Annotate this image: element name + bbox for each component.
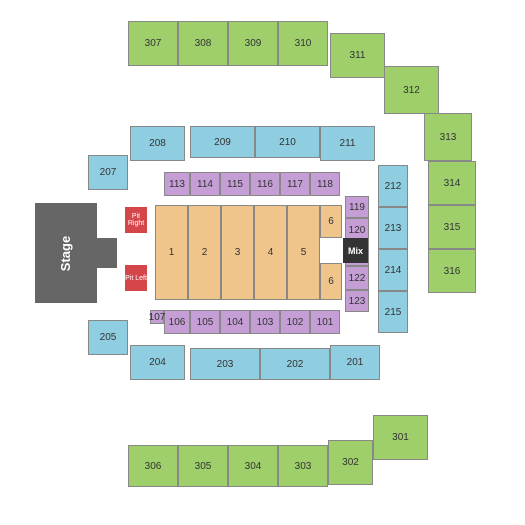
mix-booth: Mix bbox=[343, 238, 368, 263]
section-311[interactable]: 311 bbox=[330, 33, 385, 78]
section-307[interactable]: 307 bbox=[128, 21, 178, 66]
section-204[interactable]: 204 bbox=[130, 345, 185, 380]
section-114[interactable]: 114 bbox=[190, 172, 220, 196]
section-106[interactable]: 106 bbox=[164, 310, 190, 334]
section-116[interactable]: 116 bbox=[250, 172, 280, 196]
section-201[interactable]: 201 bbox=[330, 345, 380, 380]
floor-6[interactable]: 6 bbox=[320, 205, 342, 238]
section-211[interactable]: 211 bbox=[320, 126, 375, 161]
section-117[interactable]: 117 bbox=[280, 172, 310, 196]
floor-3[interactable]: 3 bbox=[221, 205, 254, 300]
section-312[interactable]: 312 bbox=[384, 66, 439, 114]
stage-extension bbox=[97, 238, 117, 268]
section-105[interactable]: 105 bbox=[190, 310, 220, 334]
section-212[interactable]: 212 bbox=[378, 165, 408, 207]
section-304[interactable]: 304 bbox=[228, 445, 278, 487]
section-122[interactable]: 122 bbox=[345, 266, 369, 290]
section-103[interactable]: 103 bbox=[250, 310, 280, 334]
section-118[interactable]: 118 bbox=[310, 172, 340, 196]
section-302[interactable]: 302 bbox=[328, 440, 373, 485]
floor-6[interactable]: 6 bbox=[320, 263, 342, 300]
section-202[interactable]: 202 bbox=[260, 348, 330, 380]
section-208[interactable]: 208 bbox=[130, 126, 185, 161]
section-210[interactable]: 210 bbox=[255, 126, 320, 158]
section-213[interactable]: 213 bbox=[378, 207, 408, 249]
floor-1[interactable]: 1 bbox=[155, 205, 188, 300]
section-207[interactable]: 207 bbox=[88, 155, 128, 190]
section-214[interactable]: 214 bbox=[378, 249, 408, 291]
section-113[interactable]: 113 bbox=[164, 172, 190, 196]
stage: Stage bbox=[35, 203, 97, 303]
section-301[interactable]: 301 bbox=[373, 415, 428, 460]
pit-0[interactable]: Pit Right bbox=[125, 207, 147, 233]
section-215[interactable]: 215 bbox=[378, 291, 408, 333]
section-102[interactable]: 102 bbox=[280, 310, 310, 334]
section-306[interactable]: 306 bbox=[128, 445, 178, 487]
section-310[interactable]: 310 bbox=[278, 21, 328, 66]
section-209[interactable]: 209 bbox=[190, 126, 255, 158]
floor-2[interactable]: 2 bbox=[188, 205, 221, 300]
section-309[interactable]: 309 bbox=[228, 21, 278, 66]
section-303[interactable]: 303 bbox=[278, 445, 328, 487]
section-107[interactable]: 107 bbox=[150, 310, 164, 324]
section-101[interactable]: 101 bbox=[310, 310, 340, 334]
section-205[interactable]: 205 bbox=[88, 320, 128, 355]
section-313[interactable]: 313 bbox=[424, 113, 472, 161]
section-315[interactable]: 315 bbox=[428, 205, 476, 249]
section-203[interactable]: 203 bbox=[190, 348, 260, 380]
section-123[interactable]: 123 bbox=[345, 290, 369, 312]
floor-4[interactable]: 4 bbox=[254, 205, 287, 300]
section-305[interactable]: 305 bbox=[178, 445, 228, 487]
section-115[interactable]: 115 bbox=[220, 172, 250, 196]
section-104[interactable]: 104 bbox=[220, 310, 250, 334]
pit-1[interactable]: Pit Left bbox=[125, 265, 147, 291]
section-308[interactable]: 308 bbox=[178, 21, 228, 66]
stage-label: Stage bbox=[59, 235, 74, 270]
section-316[interactable]: 316 bbox=[428, 249, 476, 293]
section-314[interactable]: 314 bbox=[428, 161, 476, 205]
floor-5[interactable]: 5 bbox=[287, 205, 320, 300]
section-119[interactable]: 119 bbox=[345, 196, 369, 218]
